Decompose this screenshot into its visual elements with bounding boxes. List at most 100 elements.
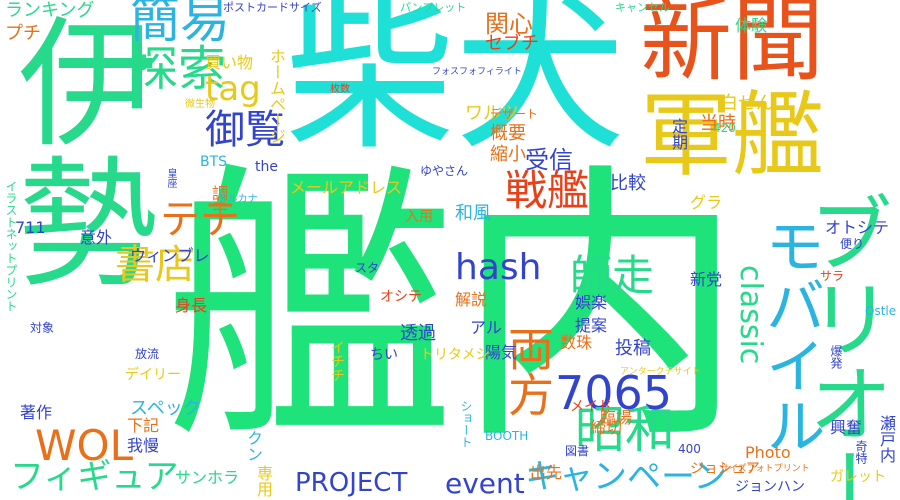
cloud-word: 臨場	[600, 408, 633, 427]
cloud-word: プチ	[5, 23, 41, 44]
cloud-word: 爆発	[829, 345, 843, 369]
cloud-word: 放流	[135, 347, 160, 361]
cloud-word: 買い物	[205, 53, 254, 72]
cloud-word: 奇特	[854, 440, 868, 464]
cloud-word: フォスフォフィライト	[432, 67, 522, 77]
cloud-word: classic	[733, 265, 768, 365]
cloud-word: BOOTH	[485, 429, 529, 443]
cloud-word: 比較	[610, 173, 646, 194]
cloud-word: セブチ	[485, 33, 539, 54]
cloud-word: 瀬戸内	[877, 415, 896, 463]
cloud-word: サイズフォトプリント	[720, 464, 810, 474]
cloud-word: ブリオーニ	[793, 190, 892, 500]
cloud-word: 縮小	[490, 144, 526, 165]
cloud-word: 体験	[735, 16, 768, 35]
cloud-word: 新聞	[640, 0, 825, 94]
cloud-word: 軍艦	[640, 82, 825, 189]
cloud-word: テテ	[160, 197, 240, 243]
cloud-word: スタ	[355, 261, 380, 275]
cloud-word: WOL	[35, 421, 133, 470]
cloud-word: 身長	[175, 296, 208, 315]
cloud-word: 入用	[405, 209, 433, 225]
cloud-word: サラ	[820, 269, 845, 283]
cloud-word: 興奮	[830, 418, 863, 437]
cloud-word: 専用	[254, 465, 273, 497]
cloud-word: 7065	[555, 366, 673, 420]
cloud-word: 探索	[130, 41, 227, 97]
cloud-word: 対象	[30, 321, 55, 335]
cloud-word: デイリー	[125, 367, 181, 383]
cloud-word: 数珠	[560, 333, 593, 352]
cloud-word: tag	[205, 69, 261, 109]
cloud-word: 調子	[209, 185, 228, 217]
cloud-word: 戦艦	[505, 166, 590, 215]
cloud-word: 我慢	[127, 436, 160, 455]
cloud-word: 下記	[127, 416, 160, 435]
cloud-word: 便り	[840, 237, 865, 251]
cloud-word: ジョシュア	[690, 461, 760, 477]
cloud-word: 出先	[530, 463, 563, 482]
cloud-word: 新党	[690, 270, 723, 289]
cloud-word: 昭和	[575, 401, 675, 459]
cloud-word: ランキング	[5, 0, 95, 21]
cloud-word: 和風	[455, 203, 491, 224]
cloud-word: 著作	[20, 403, 53, 422]
cloud-word: PROJECT	[295, 468, 408, 498]
cloud-word: 420	[713, 121, 736, 135]
cloud-word: キャンセル	[615, 1, 670, 14]
cloud-word: 当時	[700, 113, 736, 134]
cloud-word: 提案	[575, 316, 608, 335]
cloud-word: 400	[678, 442, 701, 456]
cloud-word: サンホラ	[175, 468, 240, 487]
cloud-word: デザート	[490, 107, 539, 121]
cloud-word: 定期	[669, 118, 688, 150]
cloud-word: 枚数	[330, 84, 350, 95]
cloud-word: BTS	[200, 154, 228, 170]
cloud-word: ゆやさん	[420, 164, 469, 178]
cloud-word: クン	[244, 430, 263, 462]
cloud-word: 両方	[501, 325, 555, 417]
cloud-word: パンフレット	[400, 1, 467, 14]
cloud-word: 御覧	[205, 107, 285, 153]
cloud-word: 投稿	[615, 338, 651, 359]
cloud-word: ホームページ	[267, 48, 286, 144]
cloud-word: Ostle	[865, 304, 897, 318]
cloud-word: 受信	[525, 146, 573, 174]
cloud-word: フィギュア	[10, 457, 179, 497]
cloud-word: ガレット	[830, 469, 886, 485]
cloud-word: 書店	[115, 242, 195, 288]
cloud-word: 解説	[455, 290, 488, 309]
cloud-word: 概要	[490, 123, 526, 144]
cloud-word: メールアドレス	[290, 178, 403, 197]
cloud-word: ジョンハン	[735, 479, 805, 495]
cloud-word: モバイル	[755, 215, 825, 455]
cloud-word: スペック	[130, 398, 201, 419]
cloud-word: ちい	[370, 347, 398, 363]
cloud-word: キャンペーン	[525, 457, 728, 497]
cloud-word: hash	[455, 247, 542, 288]
cloud-word: 艦内	[165, 141, 745, 478]
cloud-word: 伊勢	[0, 10, 157, 290]
cloud-word: ワルツ	[465, 103, 519, 124]
cloud-word: 711	[15, 218, 46, 237]
cloud-word: 簡易	[130, 0, 230, 49]
cloud-word: 透過	[400, 323, 436, 344]
cloud-word: ポストカードサイズ	[223, 1, 322, 14]
cloud-word: 意外	[80, 228, 113, 247]
cloud-word: event	[445, 467, 525, 500]
cloud-word: イラストネットプリント	[4, 180, 18, 312]
cloud-word: 皇座	[165, 168, 176, 188]
cloud-word: 関心	[485, 10, 533, 38]
cloud-word: the	[255, 159, 278, 175]
cloud-word: アンタークチサイト	[620, 367, 701, 377]
cloud-word: アル	[470, 318, 502, 337]
cloud-word: トリタメシ	[420, 347, 490, 363]
cloud-word: 柴犬	[285, 0, 626, 174]
cloud-word: アルカナ	[218, 194, 258, 205]
cloud-word: ショート	[459, 400, 473, 448]
cloud-word: 図書	[565, 444, 590, 458]
cloud-word: 白せん	[720, 93, 774, 114]
cloud-word: 娯楽	[575, 293, 608, 312]
cloud-word: イチチ	[329, 340, 345, 382]
cloud-word: オトシテ	[825, 218, 890, 237]
